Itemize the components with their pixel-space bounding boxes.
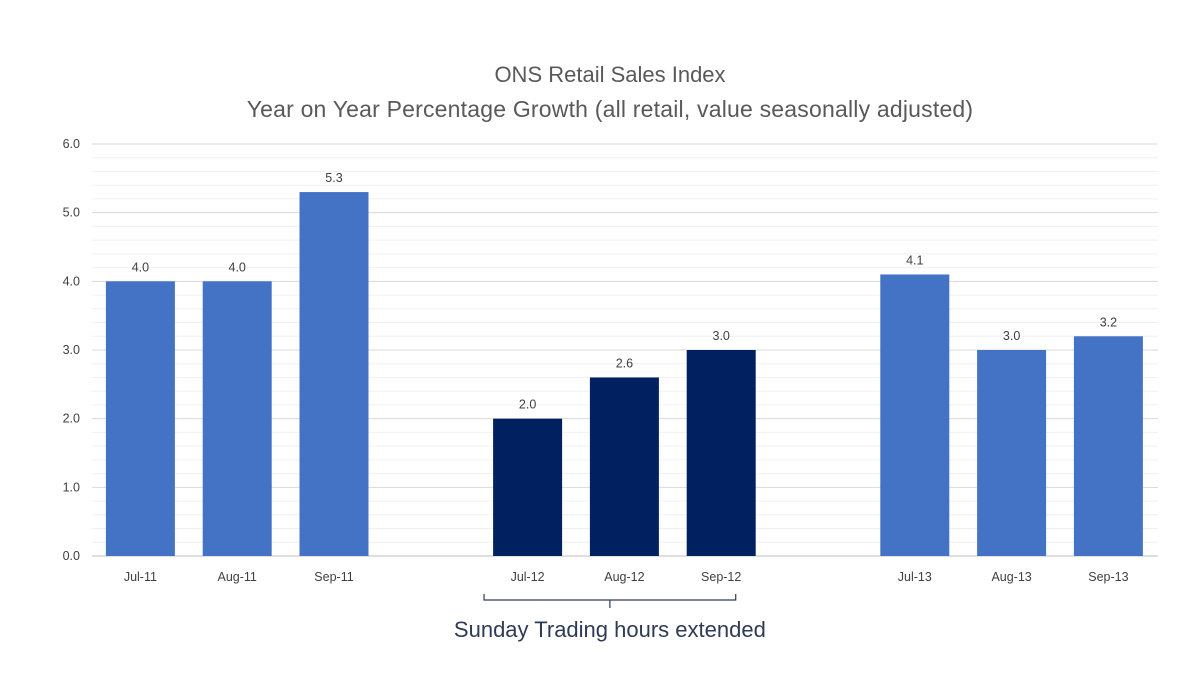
data-label: 3.2 (1100, 315, 1117, 329)
chart-subtitle: Year on Year Percentage Growth (all reta… (246, 96, 974, 122)
bar-sep-13 (1073, 336, 1143, 556)
x-tick-label: Sep-12 (701, 570, 741, 584)
bar-sep-12 (686, 350, 756, 556)
bar-jul-11 (105, 281, 175, 556)
data-label: 4.0 (229, 260, 246, 274)
annotation-text: Sunday Trading hours extended (454, 617, 766, 642)
x-tick-label: Jul-13 (898, 570, 932, 584)
x-tick-label: Aug-12 (604, 570, 644, 584)
y-tick-label: 1.0 (63, 480, 80, 494)
data-label: 2.6 (616, 356, 633, 370)
y-tick-label: 6.0 (63, 137, 80, 151)
x-tick-label: Sep-13 (1088, 570, 1128, 584)
data-label: 4.0 (132, 260, 149, 274)
y-tick-label: 4.0 (63, 274, 80, 288)
y-tick-label: 3.0 (63, 343, 80, 357)
data-label: 2.0 (519, 398, 536, 412)
x-tick-label: Sep-11 (314, 570, 353, 584)
x-tick-label: Aug-13 (991, 570, 1031, 584)
data-label: 4.1 (906, 253, 923, 267)
x-tick-label: Jul-11 (124, 570, 157, 584)
y-tick-label: 0.0 (63, 549, 80, 563)
data-label: 5.3 (325, 171, 342, 185)
annotation-bracket (483, 594, 737, 608)
chart-title: ONS Retail Sales Index (494, 62, 726, 87)
bar-aug-12 (589, 377, 659, 556)
bar-jul-12 (493, 418, 563, 556)
y-tick-label: 2.0 (63, 412, 80, 426)
x-tick-label: Aug-11 (218, 570, 257, 584)
y-tick-label: 5.0 (63, 206, 80, 220)
data-label: 3.0 (1003, 329, 1020, 343)
data-label: 3.0 (713, 329, 730, 343)
bar-aug-13 (977, 350, 1047, 556)
x-tick-label: Jul-12 (511, 570, 545, 584)
bar-aug-11 (202, 281, 272, 556)
bar-jul-13 (880, 274, 950, 556)
bar-sep-11 (299, 192, 369, 557)
